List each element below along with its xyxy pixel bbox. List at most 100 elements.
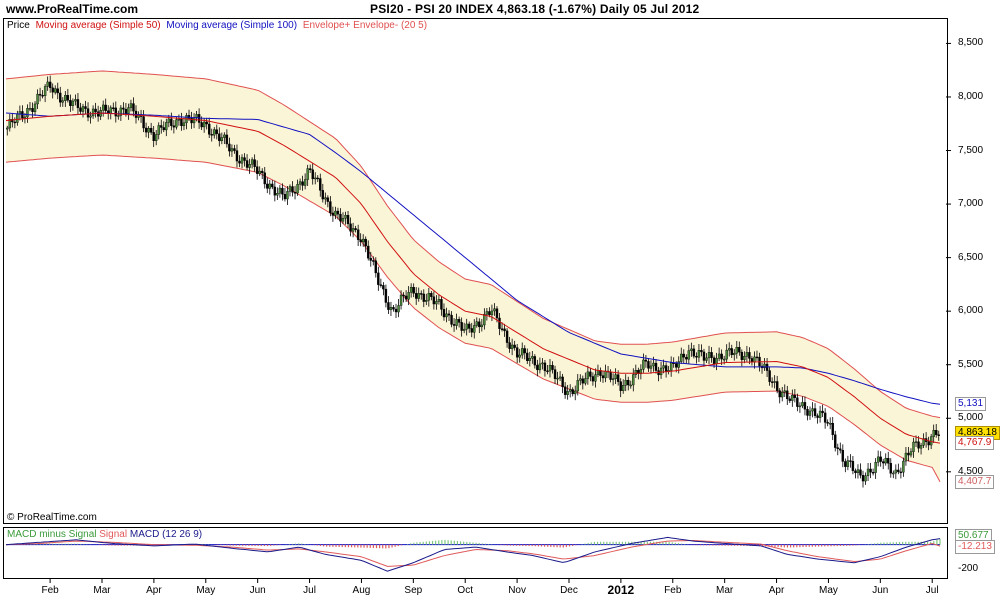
candle-body	[16, 113, 19, 123]
candle	[91, 105, 95, 119]
candle	[902, 457, 905, 477]
candle-body	[844, 461, 847, 467]
candle	[912, 437, 915, 458]
candle	[329, 196, 332, 217]
candle	[8, 114, 11, 132]
candle-body	[493, 308, 496, 312]
candle-body	[399, 294, 403, 306]
candle	[788, 396, 792, 403]
candle-body	[770, 381, 774, 383]
candle	[404, 290, 408, 303]
site-name[interactable]: www.ProRealTime.com	[6, 2, 139, 16]
candle-body	[356, 229, 360, 240]
candle	[614, 368, 617, 385]
candle-body	[828, 422, 832, 425]
candle-body	[180, 119, 183, 127]
y-tick-label: 4,500	[958, 465, 984, 477]
candle	[356, 224, 360, 247]
candle	[374, 257, 378, 278]
candle	[879, 451, 882, 467]
candle-body	[528, 358, 531, 361]
legend-signal: Signal	[99, 529, 128, 540]
candle	[33, 101, 37, 116]
candle-body	[51, 87, 54, 93]
candle	[228, 137, 231, 157]
candle	[720, 349, 723, 366]
candle-body	[887, 458, 890, 464]
candle-body	[76, 99, 80, 109]
candle-body	[907, 452, 910, 456]
candle	[306, 164, 309, 186]
candle-body	[114, 107, 118, 117]
candle	[412, 283, 415, 298]
candle	[556, 371, 559, 385]
candle-body	[122, 107, 125, 110]
candle-body	[117, 115, 120, 117]
candle-body	[230, 148, 234, 152]
candle	[783, 384, 786, 398]
candle	[129, 99, 133, 112]
candle-body	[508, 342, 511, 349]
candle-body	[662, 365, 665, 369]
candle	[803, 396, 807, 416]
candle	[417, 287, 420, 302]
candle-body	[531, 356, 534, 359]
candle	[770, 377, 774, 388]
candle-body	[861, 475, 865, 482]
candle-body	[806, 409, 809, 416]
candle	[551, 361, 554, 374]
candle-body	[382, 285, 385, 290]
candle-body	[616, 374, 620, 382]
candle-body	[563, 386, 567, 395]
candle-body	[690, 348, 693, 351]
candle-body	[276, 193, 279, 196]
candle-body	[162, 127, 165, 131]
candle-body	[503, 328, 506, 332]
candle	[240, 154, 244, 169]
candle-body	[377, 272, 380, 285]
candle	[647, 358, 650, 373]
candle	[695, 352, 698, 364]
candle-body	[793, 395, 797, 398]
candle-body	[581, 378, 585, 384]
candle-body	[261, 170, 264, 173]
candle-body	[170, 118, 173, 126]
candle-body	[526, 352, 529, 361]
candle	[288, 184, 292, 197]
candle	[465, 318, 468, 336]
candle	[611, 373, 615, 386]
candle-body	[730, 348, 733, 356]
candle-body	[768, 370, 771, 382]
candle	[402, 292, 405, 303]
candle-body	[796, 397, 799, 407]
candle-body	[101, 104, 105, 111]
price-legend: Price Moving average (Simple 50) Moving …	[7, 20, 430, 31]
candle-body	[935, 430, 938, 435]
candle-body	[387, 302, 390, 310]
candle-body	[566, 391, 569, 395]
candle	[422, 289, 425, 308]
candle	[861, 470, 865, 488]
candle-body	[409, 287, 413, 293]
candle-body	[778, 390, 781, 398]
candle	[574, 385, 577, 401]
candle	[283, 187, 287, 202]
candle-body	[548, 365, 552, 372]
candle-body	[54, 88, 57, 93]
candle-body	[899, 471, 903, 474]
candle	[117, 110, 120, 120]
candle	[409, 283, 413, 298]
candle-body	[937, 434, 940, 436]
candle	[813, 403, 817, 419]
candle	[445, 307, 448, 323]
candle-body	[781, 391, 784, 398]
candle-body	[821, 410, 824, 414]
candle-body	[326, 197, 330, 202]
candle	[43, 84, 47, 103]
candle	[460, 317, 463, 337]
candle-body	[735, 347, 738, 354]
envelope-fill	[6, 71, 940, 482]
candle-body	[816, 415, 819, 418]
candle	[430, 291, 433, 301]
candle-body	[483, 314, 486, 326]
